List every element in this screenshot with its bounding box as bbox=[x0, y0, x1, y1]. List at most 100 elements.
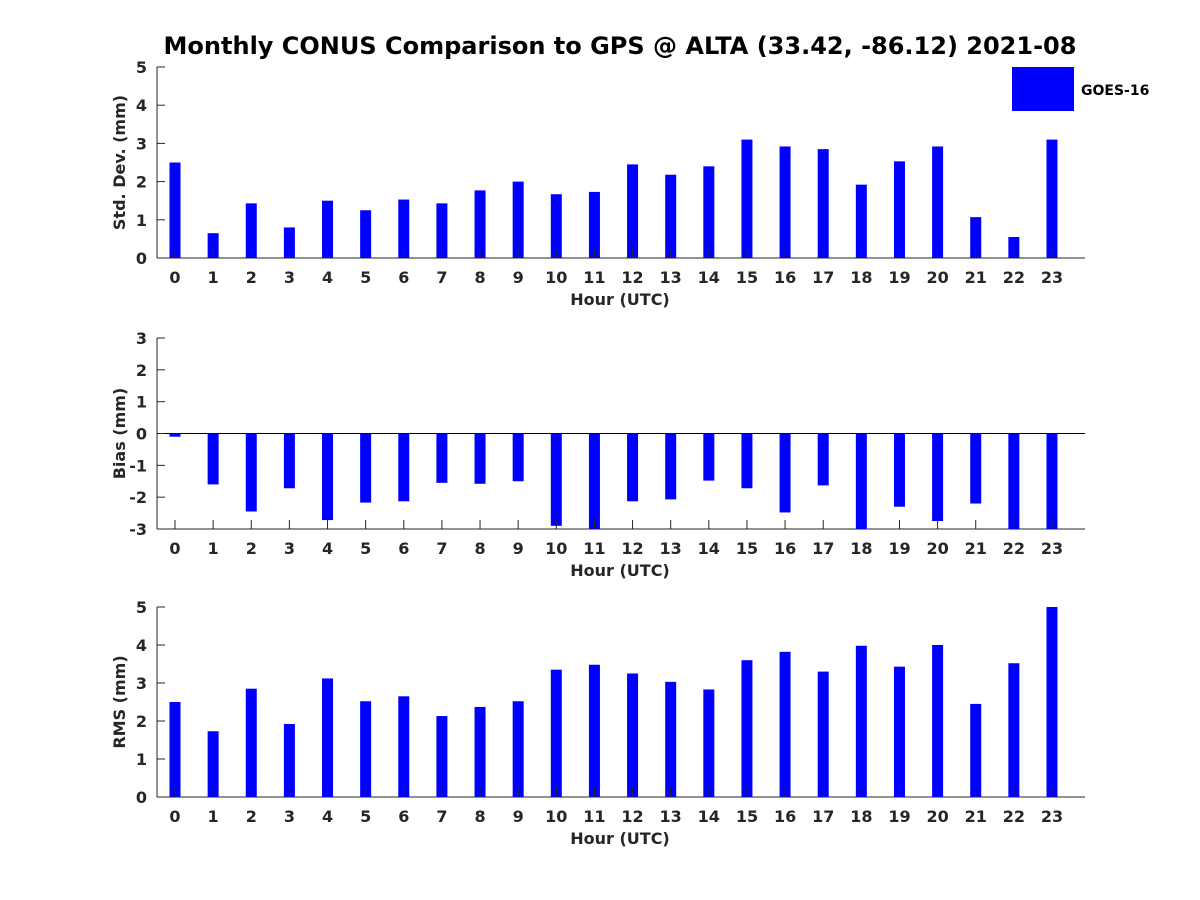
bar bbox=[322, 200, 334, 258]
y-tick-label: 0 bbox=[136, 425, 147, 444]
x-tick-label: 19 bbox=[888, 539, 910, 558]
bar bbox=[627, 673, 639, 797]
x-tick-label: 8 bbox=[474, 539, 485, 558]
x-tick-label: 1 bbox=[208, 268, 219, 287]
y-tick-label: 1 bbox=[136, 211, 147, 230]
x-tick-label: 14 bbox=[698, 539, 720, 558]
bar bbox=[970, 433, 982, 504]
x-tick-label: 17 bbox=[812, 807, 834, 826]
x-tick-label: 10 bbox=[545, 539, 567, 558]
bar bbox=[703, 433, 715, 481]
x-tick-label: 6 bbox=[398, 268, 409, 287]
bar bbox=[1046, 139, 1058, 258]
bar bbox=[855, 645, 867, 797]
x-tick-label: 21 bbox=[965, 268, 987, 287]
legend-swatch bbox=[1012, 67, 1074, 111]
bar bbox=[322, 433, 334, 521]
x-axis-label: Hour (UTC) bbox=[570, 829, 670, 848]
bar bbox=[1008, 433, 1020, 529]
x-tick-label: 13 bbox=[660, 807, 682, 826]
x-tick-label: 11 bbox=[583, 807, 605, 826]
bar bbox=[207, 731, 219, 797]
x-tick-label: 0 bbox=[169, 539, 180, 558]
bar bbox=[283, 724, 295, 797]
x-axis-label: Hour (UTC) bbox=[570, 561, 670, 580]
x-tick-label: 7 bbox=[436, 268, 447, 287]
bar bbox=[627, 164, 639, 258]
x-tick-label: 23 bbox=[1041, 807, 1063, 826]
bar bbox=[207, 233, 219, 258]
x-tick-label: 12 bbox=[621, 268, 643, 287]
y-tick-label: 1 bbox=[136, 750, 147, 769]
x-tick-label: 5 bbox=[360, 807, 371, 826]
x-tick-label: 22 bbox=[1003, 807, 1025, 826]
bar bbox=[283, 227, 295, 258]
bar bbox=[779, 433, 791, 513]
bar bbox=[703, 689, 715, 797]
bar bbox=[1046, 433, 1058, 529]
bar bbox=[550, 194, 562, 258]
bar bbox=[627, 433, 639, 502]
bar bbox=[245, 203, 257, 258]
bar bbox=[436, 203, 448, 258]
x-tick-label: 7 bbox=[436, 807, 447, 826]
bar bbox=[665, 681, 677, 797]
x-tick-label: 0 bbox=[169, 807, 180, 826]
x-tick-label: 3 bbox=[284, 268, 295, 287]
x-tick-label: 13 bbox=[660, 539, 682, 558]
bar bbox=[932, 433, 944, 522]
x-tick-label: 11 bbox=[583, 539, 605, 558]
bar bbox=[245, 433, 257, 512]
x-tick-label: 20 bbox=[926, 539, 948, 558]
y-tick-label: -2 bbox=[129, 488, 147, 507]
x-tick-label: 7 bbox=[436, 539, 447, 558]
x-tick-label: 13 bbox=[660, 268, 682, 287]
x-tick-label: 22 bbox=[1003, 539, 1025, 558]
x-tick-label: 19 bbox=[888, 807, 910, 826]
bar bbox=[322, 678, 334, 797]
x-tick-label: 1 bbox=[208, 807, 219, 826]
bar bbox=[741, 660, 753, 797]
bar bbox=[703, 166, 715, 258]
bar bbox=[665, 433, 677, 500]
bar bbox=[970, 217, 982, 258]
bar bbox=[588, 191, 600, 258]
bar bbox=[169, 162, 181, 258]
bar bbox=[436, 716, 448, 797]
bar bbox=[741, 139, 753, 258]
bar bbox=[474, 433, 486, 484]
y-tick-label: 2 bbox=[136, 712, 147, 731]
x-tick-label: 17 bbox=[812, 268, 834, 287]
x-tick-label: 5 bbox=[360, 539, 371, 558]
y-tick-label: 0 bbox=[136, 788, 147, 807]
bar bbox=[970, 703, 982, 797]
y-tick-label: -1 bbox=[129, 456, 147, 475]
bar bbox=[855, 184, 867, 258]
y-tick-label: 3 bbox=[136, 329, 147, 348]
bar bbox=[817, 149, 829, 258]
x-tick-label: 8 bbox=[474, 268, 485, 287]
y-tick-label: 2 bbox=[136, 173, 147, 192]
x-tick-label: 3 bbox=[284, 807, 295, 826]
bar bbox=[436, 433, 448, 483]
x-tick-label: 15 bbox=[736, 268, 758, 287]
bar bbox=[245, 688, 257, 797]
bar bbox=[512, 433, 524, 482]
x-tick-label: 6 bbox=[398, 807, 409, 826]
bar bbox=[360, 433, 372, 503]
y-axis-label: Std. Dev. (mm) bbox=[110, 95, 129, 230]
x-tick-label: 9 bbox=[513, 539, 524, 558]
y-tick-label: 0 bbox=[136, 249, 147, 268]
x-tick-label: 0 bbox=[169, 268, 180, 287]
legend: GOES-16 bbox=[1012, 67, 1188, 112]
bar bbox=[1008, 663, 1020, 797]
bar bbox=[932, 146, 944, 258]
bar bbox=[817, 433, 829, 486]
bar bbox=[512, 181, 524, 258]
bar bbox=[398, 199, 410, 258]
x-tick-label: 4 bbox=[322, 807, 333, 826]
x-tick-label: 16 bbox=[774, 268, 796, 287]
